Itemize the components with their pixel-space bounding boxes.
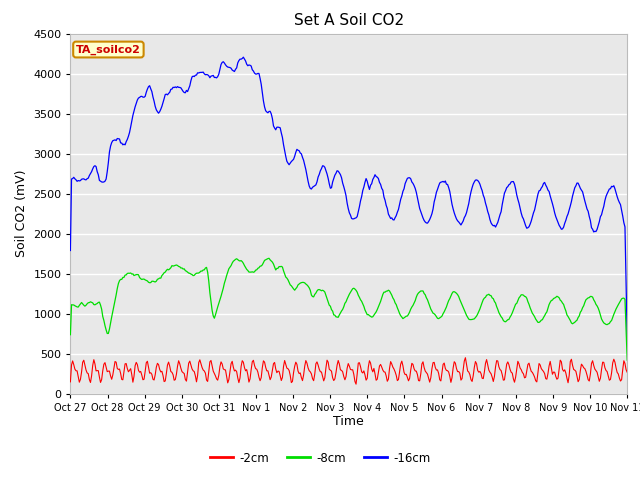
Legend: -2cm, -8cm, -16cm: -2cm, -8cm, -16cm [205, 447, 435, 469]
Title: Set A Soil CO2: Set A Soil CO2 [294, 13, 404, 28]
Text: TA_soilco2: TA_soilco2 [76, 45, 141, 55]
X-axis label: Time: Time [333, 415, 364, 429]
Y-axis label: Soil CO2 (mV): Soil CO2 (mV) [15, 170, 28, 257]
